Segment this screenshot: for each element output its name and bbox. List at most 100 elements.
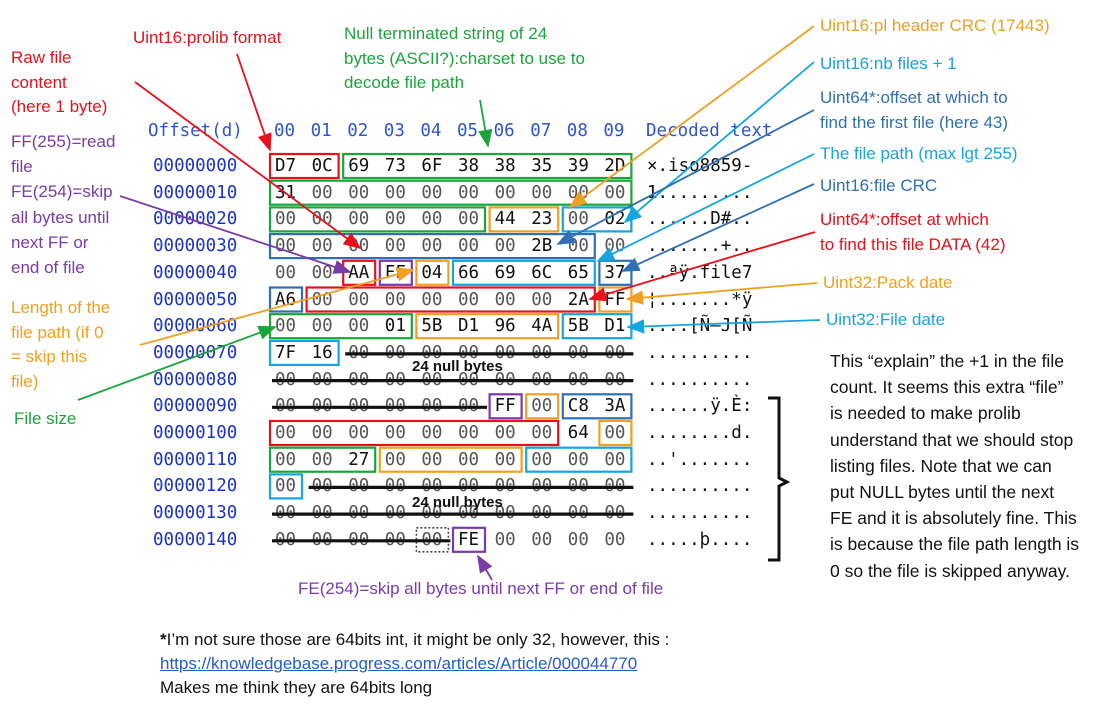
hex-byte: 00 (275, 396, 297, 417)
row-offset: 00000080 (153, 369, 238, 390)
decoded-text: ......D#.. (647, 209, 753, 230)
row-offset: 00000020 (153, 209, 238, 230)
decoded-text: .......... (647, 369, 753, 390)
hex-byte: 00 (275, 529, 297, 550)
hex-byte: 69 (348, 156, 370, 176)
hex-byte: 00 (494, 449, 516, 470)
offset-header: Offset(d) (148, 121, 243, 141)
column-header: 05 (457, 121, 479, 141)
footnote-star: * (160, 630, 167, 649)
hex-byte: 00 (311, 209, 333, 230)
row-offset: 00000000 (153, 156, 238, 176)
hex-byte: 00 (384, 182, 406, 203)
hex-byte: 04 (421, 262, 443, 283)
hex-byte: 02 (604, 209, 626, 230)
row-offset: 00000100 (153, 423, 238, 443)
knowledgebase-link[interactable]: https://knowledgebase.progress.com/artic… (160, 654, 638, 673)
hex-byte: 31 (275, 182, 297, 203)
hex-byte: 2B (531, 236, 553, 257)
column-header: 00 (274, 121, 296, 141)
row-offset: 00000110 (153, 449, 238, 470)
row-offset: 00000120 (153, 476, 238, 497)
hex-byte: 00 (458, 182, 480, 203)
hex-byte: 00 (604, 503, 626, 524)
hex-byte: 00 (494, 423, 516, 443)
hex-byte: 00 (604, 423, 626, 443)
hex-byte: AA (348, 262, 370, 283)
decoded-text: ..ªÿ.file7 (647, 262, 753, 283)
column-header: 06 (493, 121, 515, 141)
hex-byte: 00 (348, 369, 370, 390)
footnote-link-line[interactable]: https://knowledgebase.progress.com/artic… (160, 652, 637, 676)
hex-byte: 00 (275, 369, 297, 390)
hex-byte: 00 (567, 342, 589, 363)
hex-byte: 0C (311, 156, 333, 176)
hex-byte: 00 (604, 529, 626, 550)
null-bytes-label-2: 24 null bytes (412, 494, 503, 511)
hex-byte: 44 (494, 209, 516, 230)
row-offset: 00000070 (153, 342, 238, 363)
hex-byte: 00 (421, 396, 443, 417)
hex-byte: 00 (531, 449, 553, 470)
hex-byte: 00 (567, 369, 589, 390)
hex-byte: 00 (384, 369, 406, 390)
decoded-header: Decoded text (646, 121, 773, 141)
hex-byte: 00 (384, 209, 406, 230)
pack-date-annotation: Uint32:Pack date (823, 273, 953, 292)
hex-byte: 00 (348, 316, 370, 337)
hex-byte: 00 (458, 449, 480, 470)
hex-byte: C8 (567, 396, 589, 417)
decoded-text: ......ÿ.È: (647, 396, 753, 417)
row-offset: 00000060 (153, 316, 238, 337)
hex-byte: D1 (458, 316, 480, 337)
hex-byte: 00 (311, 316, 333, 337)
hex-byte: 00 (567, 529, 589, 550)
footnote-line3: Makes me think they are 64bits long (160, 678, 433, 697)
nb-files-annotation: Uint16:nb files + 1 (820, 54, 957, 73)
hex-byte: 00 (384, 449, 406, 470)
hex-byte: 65 (567, 262, 589, 283)
offset-data-annotation: Uint64*:offset at which to find this file… (820, 210, 1006, 254)
hex-byte: 00 (348, 476, 370, 497)
hex-byte: 69 (494, 262, 516, 283)
hex-byte: 4A (531, 316, 553, 337)
hex-byte: 00 (567, 449, 589, 470)
hex-byte: 00 (531, 182, 553, 203)
decoded-text: ........d. (647, 423, 753, 443)
hex-byte: 16 (311, 342, 333, 363)
hex-byte: 00 (458, 236, 480, 257)
hex-byte: 35 (531, 156, 553, 176)
hex-byte: 00 (494, 529, 516, 550)
charset-arrow (478, 99, 493, 148)
charset-annotation: Null terminated string of 24 bytes (ASCII… (344, 24, 585, 92)
decoded-text: ×.iso8859- (647, 156, 753, 176)
hex-byte: 38 (458, 156, 480, 176)
hex-byte: 00 (421, 209, 443, 230)
decoded-text: ¦.......*ÿ (647, 289, 753, 310)
file-path-annotation: The file path (max lgt 255) (820, 144, 1018, 163)
hex-byte: 00 (311, 423, 333, 443)
column-header: 01 (310, 121, 332, 141)
hex-byte: 23 (531, 209, 553, 230)
ff-read-annotation: FF(255)=read file FE(254)=skip all bytes u… (11, 132, 116, 278)
hex-byte: 00 (421, 236, 443, 257)
hex-byte: 37 (604, 262, 626, 283)
hex-byte: 00 (311, 503, 333, 524)
decoded-text: .......... (647, 503, 753, 524)
hex-byte: 00 (275, 236, 297, 257)
decoded-text: .....þ.... (647, 529, 753, 550)
file-size-annotation: File size (14, 409, 77, 428)
fe-bottom-annotation: FE(254)=skip all bytes until next FF or … (298, 579, 664, 598)
hex-byte: 00 (348, 529, 370, 550)
hex-byte: 00 (311, 449, 333, 470)
hex-byte: A6 (275, 289, 297, 310)
hex-byte: FE (458, 529, 480, 550)
hex-byte: 00 (421, 449, 443, 470)
hex-byte: 2D (604, 156, 626, 176)
footnote-line1: *I’m not sure those are 64bits int, it m… (160, 630, 670, 649)
hex-byte: FF (494, 396, 516, 417)
column-header: 08 (566, 121, 588, 141)
hex-byte: 00 (567, 236, 589, 257)
hex-byte: 00 (311, 529, 333, 550)
